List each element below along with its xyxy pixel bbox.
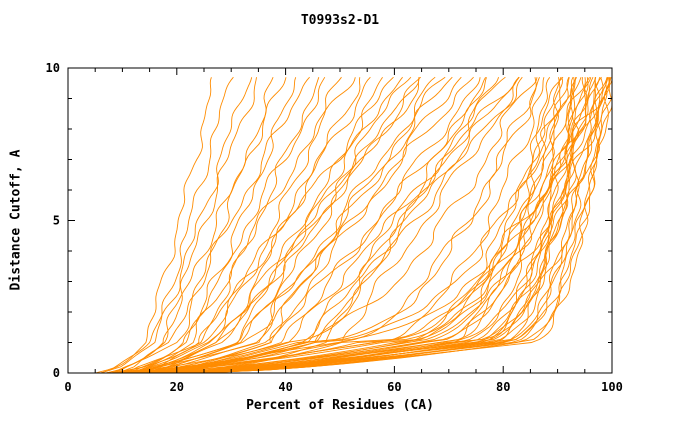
model-curve bbox=[111, 77, 538, 374]
model-curve bbox=[138, 76, 564, 374]
model-curve bbox=[182, 77, 613, 374]
model-curve bbox=[122, 77, 540, 374]
model-curve bbox=[122, 77, 609, 374]
model-curve bbox=[133, 76, 551, 374]
model-curve bbox=[160, 77, 487, 374]
model-curve bbox=[154, 77, 500, 374]
model-curve bbox=[154, 76, 446, 374]
model-curve bbox=[203, 77, 612, 374]
model-curve bbox=[127, 77, 545, 374]
model-curve bbox=[160, 77, 570, 374]
model-curve bbox=[100, 77, 253, 374]
x-tick-label: 20 bbox=[170, 380, 184, 394]
model-curve bbox=[127, 77, 356, 374]
model-curve bbox=[116, 76, 422, 374]
model-curve bbox=[133, 76, 383, 374]
x-tick-label: 80 bbox=[496, 380, 510, 394]
chart-title: T0993s2-D1 bbox=[300, 13, 380, 28]
model-curve bbox=[122, 76, 326, 374]
model-curve bbox=[122, 77, 420, 374]
model-curve bbox=[171, 77, 613, 374]
model-curve bbox=[95, 77, 212, 374]
model-curve bbox=[127, 76, 453, 374]
model-curve bbox=[193, 77, 613, 374]
model-curve bbox=[127, 76, 436, 374]
model-curve bbox=[138, 77, 608, 374]
model-curve bbox=[116, 76, 310, 374]
model-curve bbox=[149, 76, 523, 374]
model-curve bbox=[105, 77, 274, 374]
model-curve bbox=[127, 77, 586, 374]
model-curve bbox=[144, 76, 506, 374]
model-curve bbox=[133, 76, 474, 374]
model-curve bbox=[198, 77, 611, 374]
y-tick-label: 5 bbox=[53, 214, 60, 228]
x-tick-label: 100 bbox=[601, 380, 623, 394]
model-curve bbox=[133, 76, 371, 374]
x-axis-label: Percent of Residues (CA) bbox=[246, 398, 434, 413]
model-curve bbox=[198, 77, 588, 374]
model-curve bbox=[122, 76, 342, 374]
model-curve bbox=[149, 77, 561, 374]
model-curve bbox=[187, 77, 596, 374]
model-curve bbox=[144, 76, 520, 374]
model-curve bbox=[149, 76, 520, 374]
model-curve bbox=[100, 76, 234, 374]
x-tick-label: 60 bbox=[387, 380, 401, 394]
x-tick-label: 0 bbox=[64, 380, 71, 394]
model-curve bbox=[122, 77, 420, 374]
model-curve bbox=[182, 77, 577, 374]
model-curve bbox=[116, 77, 574, 374]
model-curve bbox=[111, 77, 297, 374]
model-curve bbox=[111, 76, 394, 374]
model-curve bbox=[160, 77, 609, 374]
model-curve bbox=[171, 76, 578, 374]
model-curve bbox=[111, 77, 287, 374]
model-curve bbox=[176, 77, 594, 374]
x-tick-label: 40 bbox=[278, 380, 292, 394]
model-curve bbox=[138, 76, 403, 374]
model-curve bbox=[106, 77, 257, 374]
model-curve bbox=[138, 77, 481, 374]
y-tick-label: 10 bbox=[46, 61, 60, 75]
model-curve bbox=[165, 77, 570, 374]
model-curve bbox=[116, 77, 537, 374]
model-curve bbox=[165, 77, 604, 374]
model-curve bbox=[144, 77, 597, 374]
model-curve bbox=[138, 76, 486, 374]
y-tick-label: 0 bbox=[53, 366, 60, 380]
model-curve bbox=[165, 76, 520, 374]
